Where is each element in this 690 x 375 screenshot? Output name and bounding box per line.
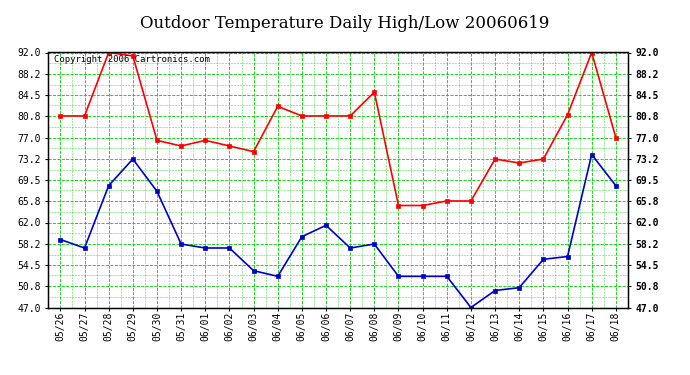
Text: Copyright 2006 Cartronics.com: Copyright 2006 Cartronics.com bbox=[54, 55, 210, 64]
Text: Outdoor Temperature Daily High/Low 20060619: Outdoor Temperature Daily High/Low 20060… bbox=[140, 15, 550, 32]
